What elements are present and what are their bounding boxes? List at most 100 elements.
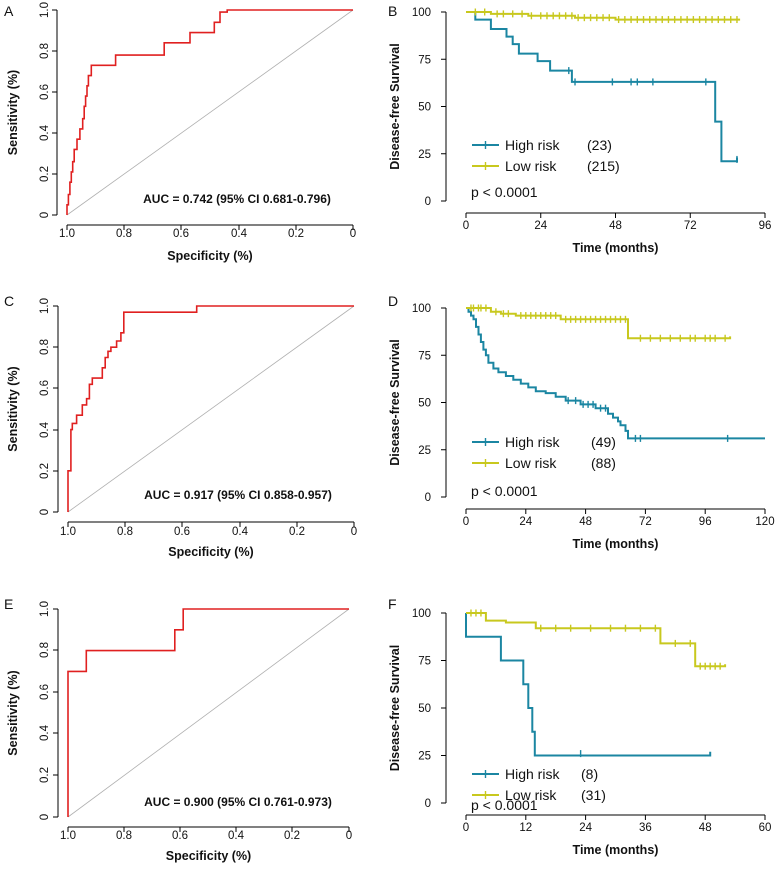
panel-d-y-tick-label: 50 bbox=[418, 398, 431, 410]
panel-b-y-tick-label: 75 bbox=[418, 54, 431, 66]
panel-b-legend-high-label: High risk bbox=[505, 137, 560, 153]
panel-e-y-tick-label: 0 bbox=[39, 814, 51, 820]
panel-a-diagonal bbox=[66, 9, 354, 216]
panel-e-auc-annotation: AUC = 0.900 (95% CI 0.761-0.973) bbox=[144, 795, 332, 809]
panel-e-roc: E 0 0.2 0.4 0.6 0.8 1.0 1.0 0.8 0.6 0.4 0.2 0 Specif… bbox=[4, 596, 352, 863]
panel-d-y-tick-label: 75 bbox=[418, 350, 431, 362]
panel-f-y-tick-label: 100 bbox=[412, 608, 431, 620]
panel-a-roc-curve bbox=[66, 9, 353, 215]
panel-b-legend-high-count: (23) bbox=[587, 137, 612, 153]
panel-a-y-tick-label: 0.4 bbox=[39, 124, 51, 141]
panel-a-x-tick-label: 0.6 bbox=[173, 228, 189, 240]
panel-c-y-tick-label: 0.6 bbox=[39, 380, 51, 396]
panel-b-x-tick-label: 0 bbox=[463, 220, 469, 232]
panel-e-x-tick-label: 0 bbox=[346, 830, 352, 842]
panel-c-y-tick-label: 0.8 bbox=[39, 339, 51, 355]
panel-d-y-tick-label: 100 bbox=[412, 303, 431, 315]
panel-b-low-curve bbox=[466, 11, 741, 21]
panel-c-auc-annotation: AUC = 0.917 (95% CI 0.858-0.957) bbox=[144, 488, 332, 502]
panel-d-y-tick-label: 25 bbox=[418, 445, 431, 457]
panel-f-label: F bbox=[388, 596, 397, 612]
panel-c-y-axis-title: Sensitivity (%) bbox=[6, 366, 20, 451]
panel-b-x-tick-label: 24 bbox=[534, 220, 547, 232]
panel-f-x-tick-label: 36 bbox=[639, 822, 652, 834]
panel-d-legend-low-count: (88) bbox=[591, 455, 616, 471]
panel-a-x-axis-title: Specificity (%) bbox=[167, 249, 252, 263]
panel-e-roc-curve bbox=[67, 608, 349, 817]
panel-d-x-tick-label: 120 bbox=[755, 516, 774, 528]
panel-e-y-tick-label: 0.6 bbox=[39, 684, 51, 700]
panel-d-x-tick-label: 48 bbox=[579, 516, 592, 528]
panel-a-x-tick-label: 0 bbox=[350, 228, 356, 240]
panel-a-x-tick-label: 0.4 bbox=[231, 228, 248, 240]
panel-b-y-tick-label: 50 bbox=[418, 102, 431, 114]
panel-c-y-tick-label: 0.4 bbox=[39, 421, 51, 438]
panel-e-x-tick-label: 1.0 bbox=[60, 830, 76, 842]
panel-b-y-tick-label: 100 bbox=[412, 7, 431, 19]
panel-f-legend-low-label: Low risk bbox=[505, 787, 557, 803]
panel-a-y-tick-label: 0.8 bbox=[39, 43, 51, 59]
panel-c-x-tick-label: 0.2 bbox=[289, 526, 305, 538]
panel-b-high-curve bbox=[466, 11, 738, 163]
panel-e-x-tick-label: 0.6 bbox=[172, 830, 188, 842]
panel-f-x-tick-label: 12 bbox=[519, 822, 532, 834]
panel-c-x-tick-label: 1.0 bbox=[60, 526, 76, 538]
panel-b-legend-low-label: Low risk bbox=[505, 158, 557, 174]
panel-f-p-value: p < 0.0001 bbox=[471, 797, 538, 813]
panel-a-x-tick-label: 1.0 bbox=[59, 228, 75, 240]
panel-d-x-tick-label: 96 bbox=[699, 516, 712, 528]
panel-f-x-tick-label: 0 bbox=[463, 822, 469, 834]
panel-b-y-axis-title: Disease-free Survival bbox=[388, 43, 402, 169]
panel-e-diagonal bbox=[67, 608, 350, 818]
panel-b-x-tick-label: 72 bbox=[684, 220, 697, 232]
panel-b-x-tick-label: 96 bbox=[759, 220, 772, 232]
panel-a-y-tick-label: 0.6 bbox=[39, 84, 51, 100]
panel-f-y-tick-label: 25 bbox=[418, 751, 431, 763]
panel-e-x-tick-label: 0.8 bbox=[116, 830, 132, 842]
panel-a-y-tick-label: 0.2 bbox=[39, 166, 51, 182]
panel-a-roc: A 0 0.2 0.4 0.6 0.8 1.0 1.0 0.8 0.6 0.4 0.2 0 Specif… bbox=[4, 2, 356, 263]
panel-e-x-tick-label: 0.4 bbox=[228, 830, 245, 842]
panel-c-y-tick-label: 1.0 bbox=[39, 298, 51, 314]
panel-b-x-tick-label: 48 bbox=[609, 220, 622, 232]
panel-a-auc-annotation: AUC = 0.742 (95% CI 0.681-0.796) bbox=[143, 192, 331, 206]
panel-f-km: F 0 25 50 75 100 0 12 24 36 48 60 High risk (8) Low r… bbox=[388, 596, 771, 857]
panel-d-y-axis-title: Disease-free Survival bbox=[388, 339, 402, 465]
panel-a-label: A bbox=[4, 3, 14, 19]
panel-f-low-curve bbox=[466, 612, 727, 668]
panel-f-x-tick-label: 48 bbox=[699, 822, 712, 834]
panel-f-y-tick-label: 75 bbox=[418, 656, 431, 668]
panel-d-label: D bbox=[388, 293, 398, 309]
panel-a-y-tick-label: 1.0 bbox=[39, 2, 51, 18]
panel-e-y-tick-label: 0.4 bbox=[39, 724, 51, 741]
panel-f-x-tick-label: 24 bbox=[579, 822, 592, 834]
panel-b-y-tick-label: 25 bbox=[418, 149, 431, 161]
panel-d-x-axis-title: Time (months) bbox=[573, 537, 659, 551]
panel-e-y-axis-title: Sensitivity (%) bbox=[6, 670, 20, 755]
panel-d-x-tick-label: 0 bbox=[463, 516, 469, 528]
panel-d-legend-high-label: High risk bbox=[505, 434, 560, 450]
panel-f-x-tick-label: 60 bbox=[759, 822, 772, 834]
panel-c-roc: C 0 0.2 0.4 0.6 0.8 1.0 1.0 0.8 0.6 0.4 0.2 0 Specif… bbox=[4, 293, 357, 559]
panel-c-roc-curve bbox=[67, 305, 354, 512]
panel-f-high-curve bbox=[465, 613, 712, 757]
panel-c-y-tick-label: 0.2 bbox=[39, 463, 51, 479]
panel-e-y-tick-label: 1.0 bbox=[39, 601, 51, 617]
panel-f-legend-high-count: (8) bbox=[581, 766, 598, 782]
panel-e-y-tick-label: 0.2 bbox=[39, 767, 51, 783]
panel-a-x-tick-label: 0.2 bbox=[288, 228, 304, 240]
panel-c-x-tick-label: 0.8 bbox=[117, 526, 133, 538]
panel-b-p-value: p < 0.0001 bbox=[471, 184, 538, 200]
panel-d-p-value: p < 0.0001 bbox=[471, 483, 538, 499]
panel-d-y-tick-label: 0 bbox=[425, 492, 431, 504]
panel-b-label: B bbox=[388, 3, 397, 19]
panel-e-x-tick-label: 0.2 bbox=[284, 830, 300, 842]
panel-c-x-tick-label: 0.6 bbox=[174, 526, 190, 538]
panel-a-y-axis-title: Sensitivity (%) bbox=[6, 70, 20, 155]
panel-d-low-curve bbox=[466, 307, 732, 340]
panel-c-label: C bbox=[4, 293, 14, 309]
panel-a-y-tick-label: 0 bbox=[39, 212, 51, 218]
panel-a-x-tick-label: 0.8 bbox=[116, 228, 132, 240]
panel-f-y-tick-label: 0 bbox=[425, 798, 431, 810]
panel-c-x-axis-title: Specificity (%) bbox=[168, 545, 253, 559]
